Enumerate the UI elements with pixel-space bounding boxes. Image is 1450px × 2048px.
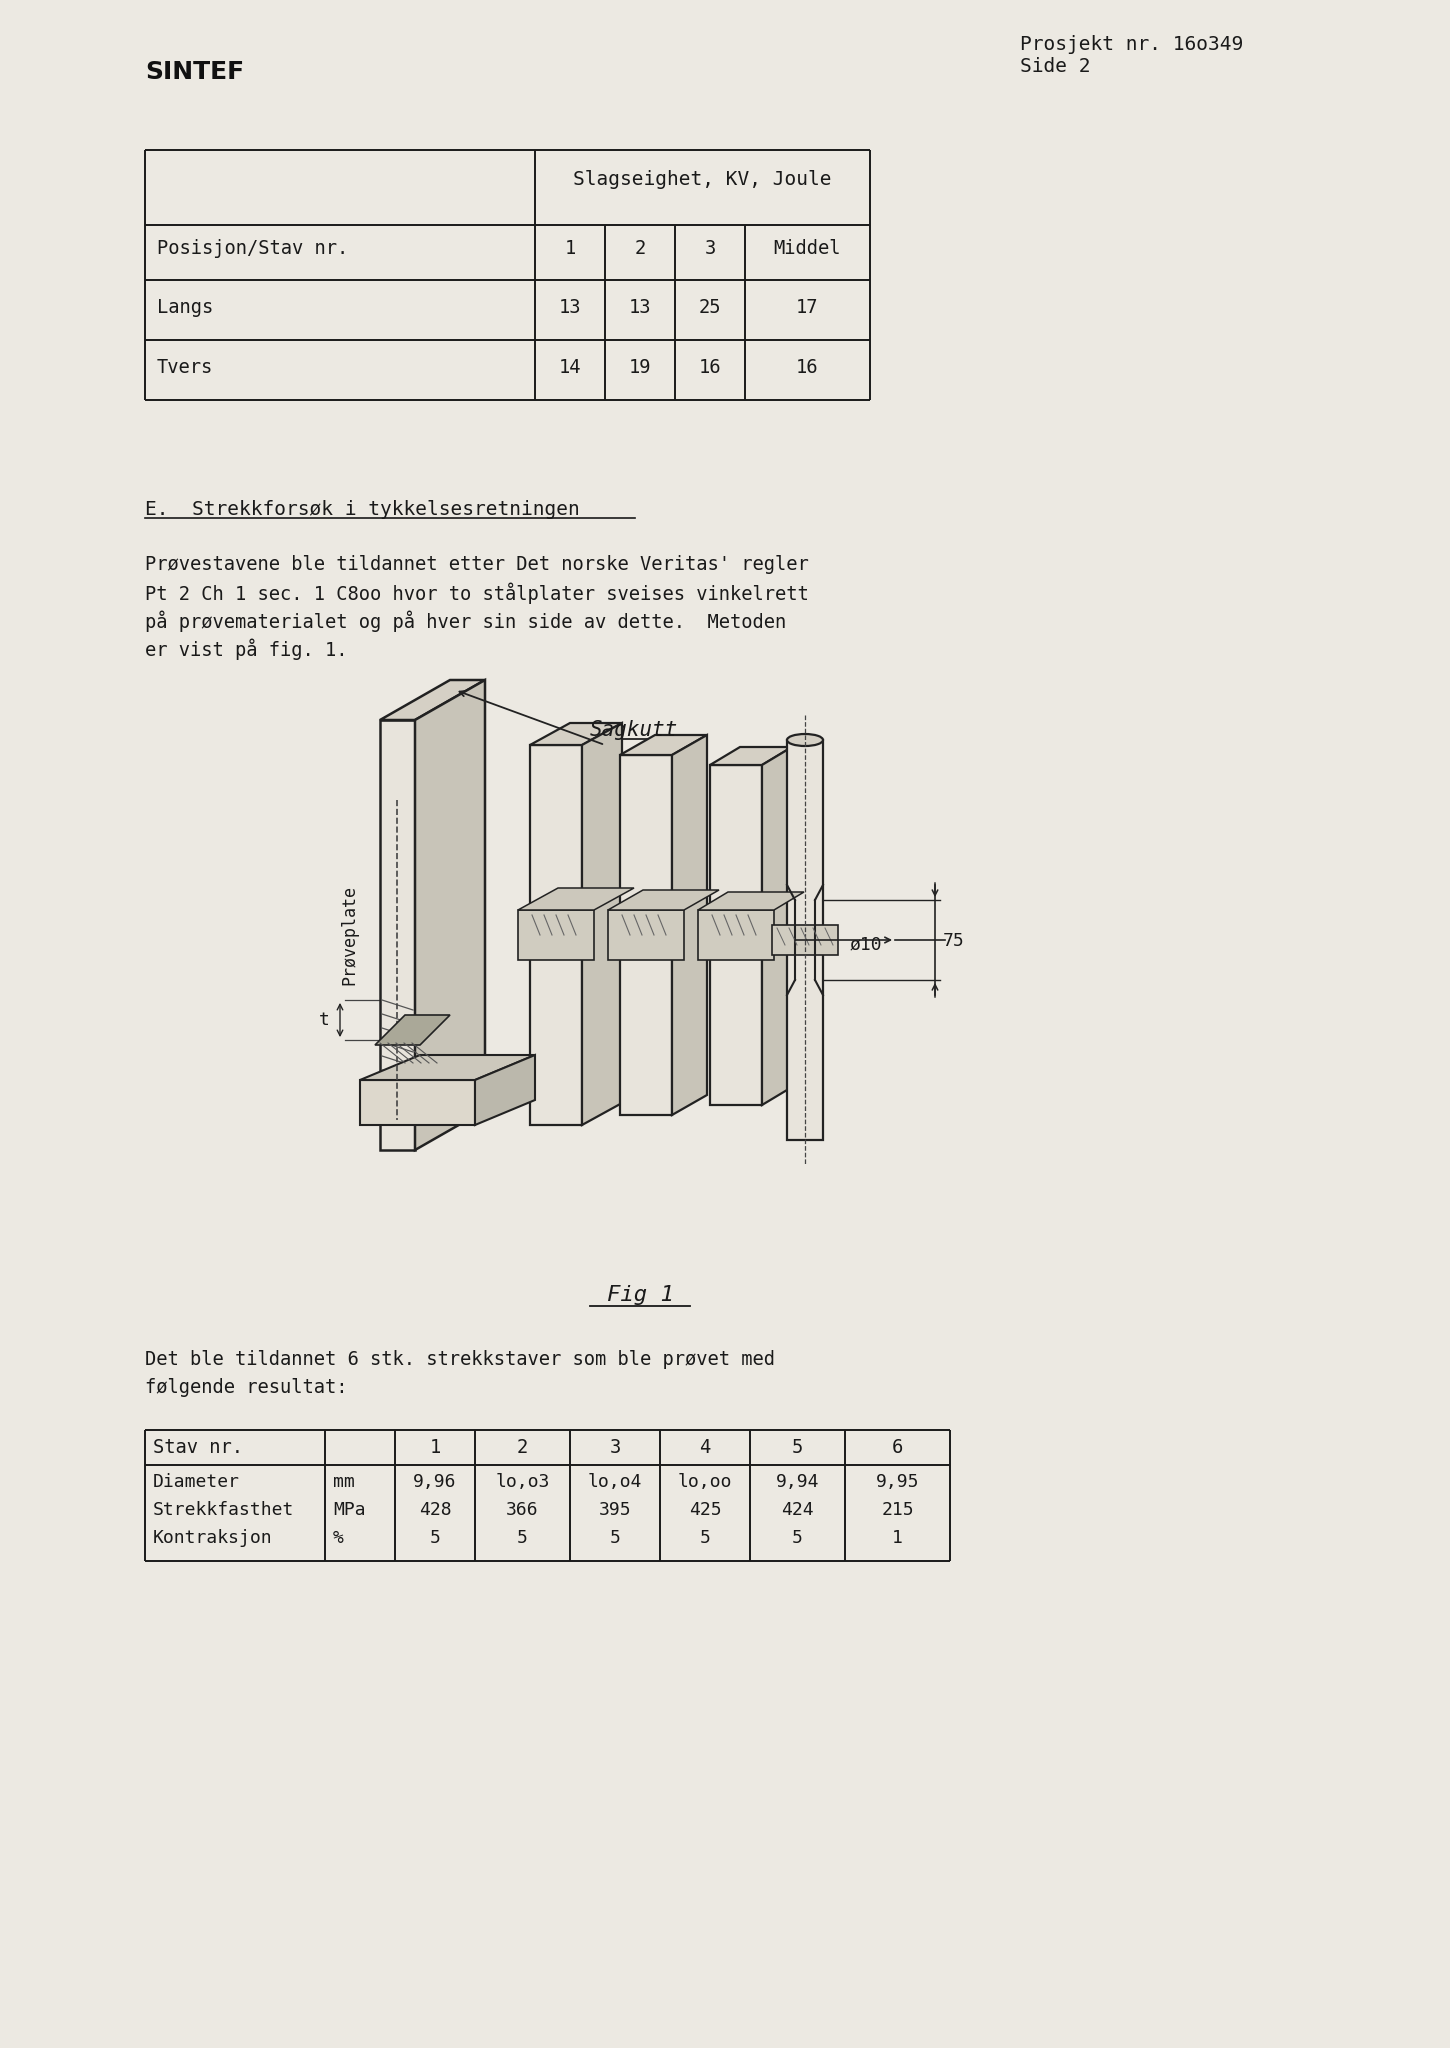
Polygon shape [697, 909, 774, 961]
Text: 215: 215 [882, 1501, 914, 1520]
Text: Posisjon/Stav nr.: Posisjon/Stav nr. [157, 240, 348, 258]
Text: 9,95: 9,95 [876, 1473, 919, 1491]
Text: 9,96: 9,96 [413, 1473, 457, 1491]
Polygon shape [380, 721, 415, 1151]
Text: 16: 16 [699, 358, 721, 377]
Text: 5: 5 [792, 1530, 803, 1546]
Text: 5: 5 [429, 1530, 441, 1546]
Text: 3: 3 [705, 240, 716, 258]
Polygon shape [763, 748, 792, 1106]
Text: 5: 5 [792, 1438, 803, 1456]
Text: Pt 2 Ch 1 sec. 1 C8oo hvor to stålplater sveises vinkelrett: Pt 2 Ch 1 sec. 1 C8oo hvor to stålplater… [145, 584, 809, 604]
Polygon shape [771, 926, 838, 954]
Polygon shape [376, 1016, 450, 1044]
Text: 425: 425 [689, 1501, 721, 1520]
Text: følgende resultat:: følgende resultat: [145, 1378, 348, 1397]
Text: 13: 13 [558, 299, 581, 317]
Polygon shape [697, 893, 803, 909]
Text: 5: 5 [518, 1530, 528, 1546]
Text: 424: 424 [782, 1501, 813, 1520]
Text: 1: 1 [892, 1530, 903, 1546]
Text: Diameter: Diameter [154, 1473, 241, 1491]
Polygon shape [795, 899, 815, 981]
Ellipse shape [787, 733, 824, 745]
Text: Prøveplate: Prøveplate [339, 885, 358, 985]
Text: mm: mm [334, 1473, 355, 1491]
Text: Side 2: Side 2 [1019, 57, 1090, 76]
Polygon shape [621, 756, 671, 1114]
Text: Slagseighet, KV, Joule: Slagseighet, KV, Joule [573, 170, 832, 188]
Text: 2: 2 [634, 240, 645, 258]
Text: 17: 17 [796, 299, 819, 317]
Polygon shape [581, 723, 622, 1124]
Text: SINTEF: SINTEF [145, 59, 244, 84]
Text: 13: 13 [629, 299, 651, 317]
Text: Tvers: Tvers [157, 358, 213, 377]
Text: 6: 6 [892, 1438, 903, 1456]
Text: Sagkutt: Sagkutt [590, 721, 679, 739]
Text: 14: 14 [558, 358, 581, 377]
Text: 4: 4 [699, 1438, 710, 1456]
Polygon shape [518, 909, 594, 961]
Text: Strekkfasthet: Strekkfasthet [154, 1501, 294, 1520]
Text: Prosjekt nr. 16o349: Prosjekt nr. 16o349 [1019, 35, 1243, 53]
Text: 1: 1 [429, 1438, 441, 1456]
Text: Stav nr.: Stav nr. [154, 1438, 244, 1456]
Text: på prøvematerialet og på hver sin side av dette.  Metoden: på prøvematerialet og på hver sin side a… [145, 610, 786, 633]
Text: MPa: MPa [334, 1501, 365, 1520]
Text: 395: 395 [599, 1501, 631, 1520]
Text: 5: 5 [609, 1530, 621, 1546]
Text: 2: 2 [516, 1438, 528, 1456]
Polygon shape [531, 745, 581, 1124]
Polygon shape [415, 680, 484, 1151]
Text: lo,o3: lo,o3 [496, 1473, 550, 1491]
Text: 1: 1 [564, 240, 576, 258]
Polygon shape [360, 1055, 535, 1079]
Polygon shape [476, 1055, 535, 1124]
Text: Middel: Middel [774, 240, 841, 258]
Text: E.  Strekkforsøk i tykkelsesretningen: E. Strekkforsøk i tykkelsesretningen [145, 500, 580, 518]
Text: 75: 75 [942, 932, 964, 950]
Text: 366: 366 [506, 1501, 539, 1520]
Text: ø10: ø10 [850, 936, 883, 952]
Text: t: t [319, 1012, 331, 1028]
Polygon shape [518, 889, 634, 909]
Text: %: % [334, 1530, 344, 1546]
Text: 428: 428 [419, 1501, 451, 1520]
Text: Kontraksjon: Kontraksjon [154, 1530, 273, 1546]
Polygon shape [621, 735, 708, 756]
Polygon shape [710, 766, 763, 1106]
Text: 16: 16 [796, 358, 819, 377]
Polygon shape [608, 891, 719, 909]
Polygon shape [671, 735, 708, 1114]
Polygon shape [531, 723, 622, 745]
Text: Langs: Langs [157, 299, 213, 317]
Text: 19: 19 [629, 358, 651, 377]
Text: Det ble tildannet 6 stk. strekkstaver som ble prøvet med: Det ble tildannet 6 stk. strekkstaver so… [145, 1350, 774, 1368]
Polygon shape [360, 1079, 476, 1124]
Polygon shape [380, 680, 484, 721]
Polygon shape [608, 909, 684, 961]
Polygon shape [710, 748, 792, 766]
Text: 5: 5 [699, 1530, 710, 1546]
Polygon shape [787, 739, 824, 1141]
Text: lo,o4: lo,o4 [587, 1473, 642, 1491]
Text: 9,94: 9,94 [776, 1473, 819, 1491]
Text: 3: 3 [609, 1438, 621, 1456]
Text: 25: 25 [699, 299, 721, 317]
Text: er vist på fig. 1.: er vist på fig. 1. [145, 639, 348, 662]
Text: Prøvestavene ble tildannet etter Det norske Veritas' regler: Prøvestavene ble tildannet etter Det nor… [145, 555, 809, 573]
Text: lo,oo: lo,oo [677, 1473, 732, 1491]
Text: Fig 1: Fig 1 [606, 1284, 673, 1305]
